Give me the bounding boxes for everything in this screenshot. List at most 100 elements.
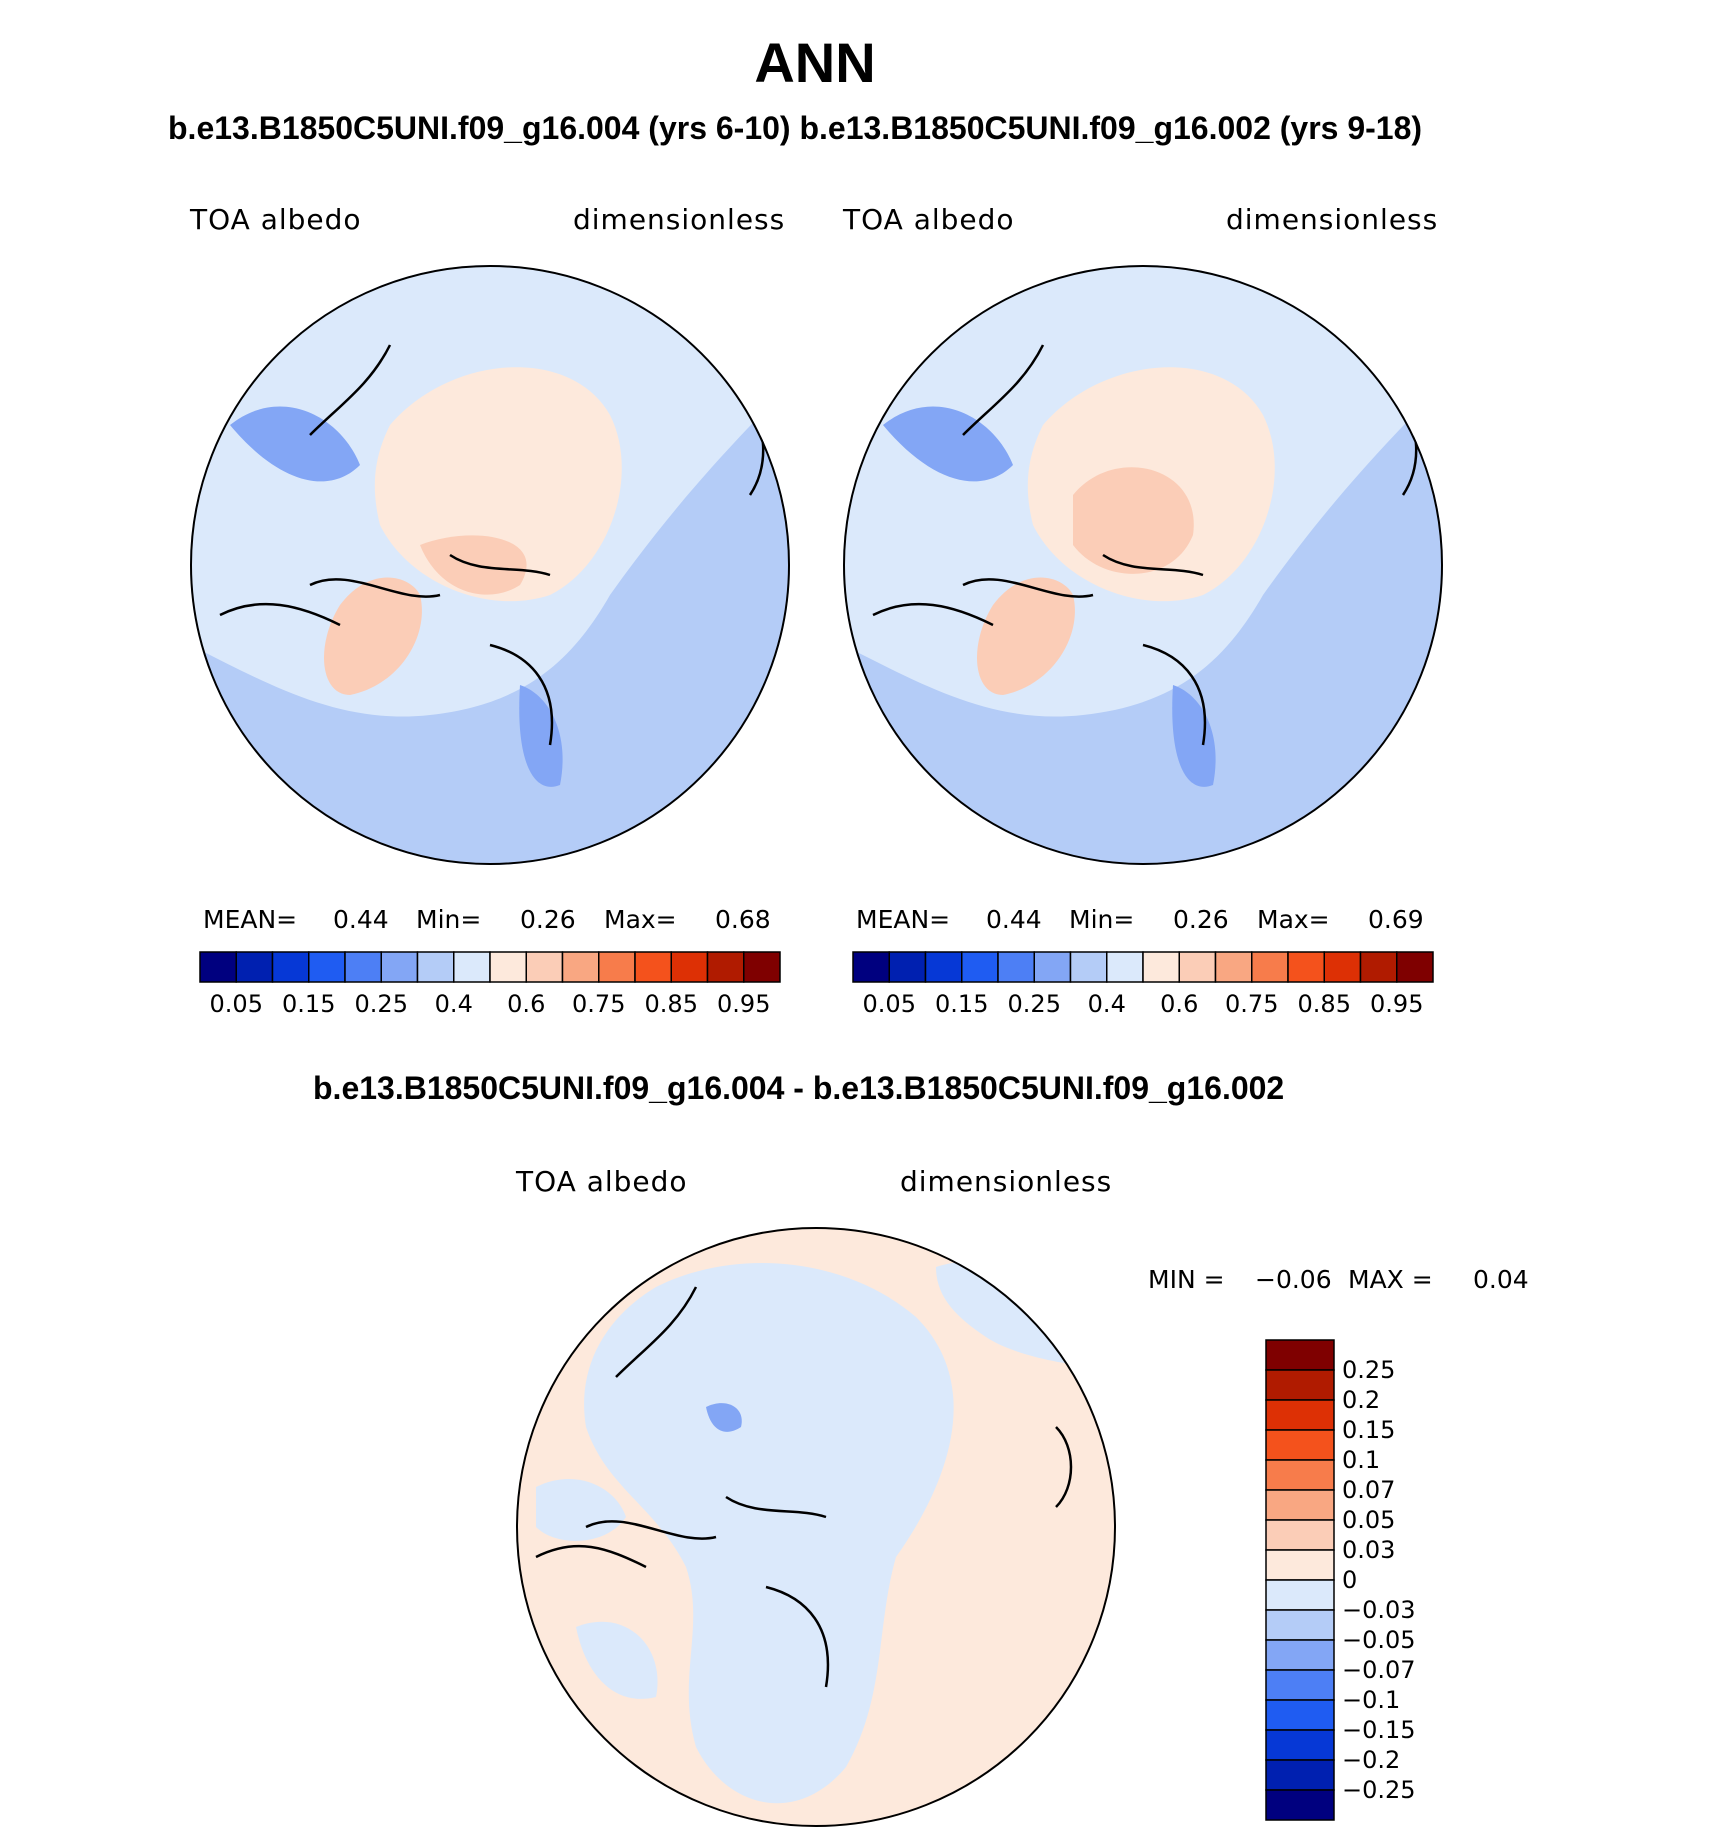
colorbar-swatch <box>1265 1549 1335 1581</box>
colorbar-swatch <box>416 951 455 983</box>
colorbar-swatch <box>997 951 1035 983</box>
colorbar-swatch <box>706 951 745 983</box>
colorbar-tick-label: −0.07 <box>1342 1656 1416 1684</box>
panel1-min-value: 0.26 <box>520 905 576 934</box>
panel1-polar-map <box>190 265 790 865</box>
colorbar-tick-label: −0.2 <box>1342 1746 1401 1774</box>
colorbar-tick-label: −0.03 <box>1342 1596 1416 1624</box>
page-title: ANN <box>754 31 876 94</box>
colorbar-tick-label: 0.25 <box>354 990 408 1018</box>
colorbar-swatch <box>1033 951 1072 983</box>
colorbar-tick-label: 0.03 <box>1342 1536 1396 1564</box>
panel2-colorbar <box>852 951 1434 983</box>
colorbar-swatch <box>888 951 927 983</box>
panel1-max-value: 0.68 <box>715 905 771 934</box>
panel1-variable-label: TOA albedo <box>190 203 362 236</box>
colorbar-tick-label: 0.25 <box>1007 990 1061 1018</box>
colorbar-swatch <box>561 951 600 983</box>
colorbar-swatch <box>271 951 310 983</box>
panel2-variable-label: TOA albedo <box>843 203 1015 236</box>
colorbar-swatch <box>961 951 999 983</box>
panel3-max-label: MAX = <box>1348 1265 1433 1294</box>
colorbar-tick-label: 0.15 <box>1342 1416 1396 1444</box>
panel1-min-label: Min= <box>416 905 482 934</box>
panel1-max-label: Max= <box>604 905 677 934</box>
colorbar-tick-label: 0.05 <box>862 990 916 1018</box>
panel3-variable-label: TOA albedo <box>516 1165 688 1198</box>
colorbar-swatch <box>852 951 890 983</box>
panel3-min-label: MIN = <box>1148 1265 1225 1294</box>
panel2-max-label: Max= <box>1257 905 1330 934</box>
colorbar-tick-label: 0.95 <box>717 990 771 1018</box>
colorbar-tick-label: 0.05 <box>1342 1506 1396 1534</box>
subtitle-top: b.e13.B1850C5UNI.f09_g16.004 (yrs 6-10) … <box>168 110 1423 146</box>
panel3-colorbar <box>1265 1339 1335 1821</box>
panel1-mean-value: 0.44 <box>333 905 389 934</box>
colorbar-tick-label: −0.15 <box>1342 1716 1416 1744</box>
colorbar-tick-label: 0.6 <box>507 990 546 1018</box>
colorbar-swatch <box>743 951 781 983</box>
colorbar-swatch <box>1265 1369 1335 1401</box>
colorbar-swatch <box>489 951 527 983</box>
panel3-min-value: −0.06 <box>1255 1265 1332 1294</box>
colorbar-tick-label: −0.1 <box>1342 1686 1401 1714</box>
colorbar-tick-label: 0 <box>1342 1566 1358 1594</box>
colorbar-swatch <box>634 951 672 983</box>
panel1-colorbar <box>199 951 781 983</box>
panel2-min-value: 0.26 <box>1173 905 1229 934</box>
colorbar-swatch <box>525 951 564 983</box>
panel3-polar-map <box>516 1227 1116 1827</box>
colorbar-swatch <box>453 951 491 983</box>
colorbar-tick-label: 0.1 <box>1342 1446 1381 1474</box>
colorbar-swatch <box>1214 951 1253 983</box>
colorbar-swatch <box>235 951 274 983</box>
colorbar-tick-label: 0.2 <box>1342 1386 1381 1414</box>
colorbar-tick-label: 0.75 <box>572 990 626 1018</box>
panel3-max-value: 0.04 <box>1473 1265 1529 1294</box>
colorbar-tick-label: 0.05 <box>209 990 263 1018</box>
colorbar-swatch <box>1178 951 1217 983</box>
colorbar-tick-label: 0.6 <box>1160 990 1199 1018</box>
colorbar-tick-label: 0.4 <box>434 990 473 1018</box>
colorbar-tick-label: −0.25 <box>1342 1776 1416 1804</box>
colorbar-swatch <box>1359 951 1398 983</box>
colorbar-swatch <box>924 951 963 983</box>
panel2-units-label: dimensionless <box>1226 203 1439 236</box>
panel3-units-label: dimensionless <box>900 1165 1113 1198</box>
colorbar-swatch <box>1287 951 1325 983</box>
colorbar-swatch <box>1265 1459 1335 1491</box>
colorbar-swatch <box>1265 1729 1335 1761</box>
colorbar-tick-label: 0.15 <box>935 990 989 1018</box>
colorbar-swatch <box>598 951 636 983</box>
colorbar-swatch <box>1265 1699 1335 1731</box>
colorbar-tick-label: 0.95 <box>1370 990 1424 1018</box>
subtitle-diff: b.e13.B1850C5UNI.f09_g16.004 - b.e13.B18… <box>313 1070 1285 1106</box>
colorbar-tick-label: 0.15 <box>282 990 336 1018</box>
colorbar-tick-label: −0.05 <box>1342 1626 1416 1654</box>
colorbar-tick-label: 0.85 <box>644 990 698 1018</box>
colorbar-swatch <box>1265 1489 1335 1521</box>
colorbar-swatch <box>1265 1399 1335 1431</box>
panel2-max-value: 0.69 <box>1368 905 1424 934</box>
colorbar-swatch <box>1265 1609 1335 1641</box>
colorbar-swatch <box>1396 951 1434 983</box>
colorbar-tick-label: 0.4 <box>1087 990 1126 1018</box>
colorbar-swatch <box>1069 951 1108 983</box>
colorbar-swatch <box>1251 951 1289 983</box>
colorbar-swatch <box>1265 1789 1335 1821</box>
colorbar-swatch <box>1106 951 1144 983</box>
colorbar-swatch <box>670 951 709 983</box>
colorbar-swatch <box>308 951 346 983</box>
colorbar-tick-label: 0.07 <box>1342 1476 1396 1504</box>
colorbar-swatch <box>1265 1339 1335 1371</box>
colorbar-swatch <box>344 951 382 983</box>
panel1-colorbar-ticks: 0.05 0.15 0.25 0.4 0.6 0.75 0.85 0.95 <box>200 990 780 1024</box>
panel1-mean-label: MEAN= <box>203 905 298 934</box>
panel2-mean-value: 0.44 <box>986 905 1042 934</box>
panel1-units-label: dimensionless <box>573 203 786 236</box>
colorbar-swatch <box>1265 1759 1335 1791</box>
panel2-colorbar-ticks: 0.05 0.15 0.25 0.4 0.6 0.75 0.85 0.95 <box>853 990 1433 1024</box>
colorbar-tick-label: 0.25 <box>1342 1356 1396 1384</box>
panel2-min-label: Min= <box>1069 905 1135 934</box>
colorbar-swatch <box>1265 1429 1335 1461</box>
